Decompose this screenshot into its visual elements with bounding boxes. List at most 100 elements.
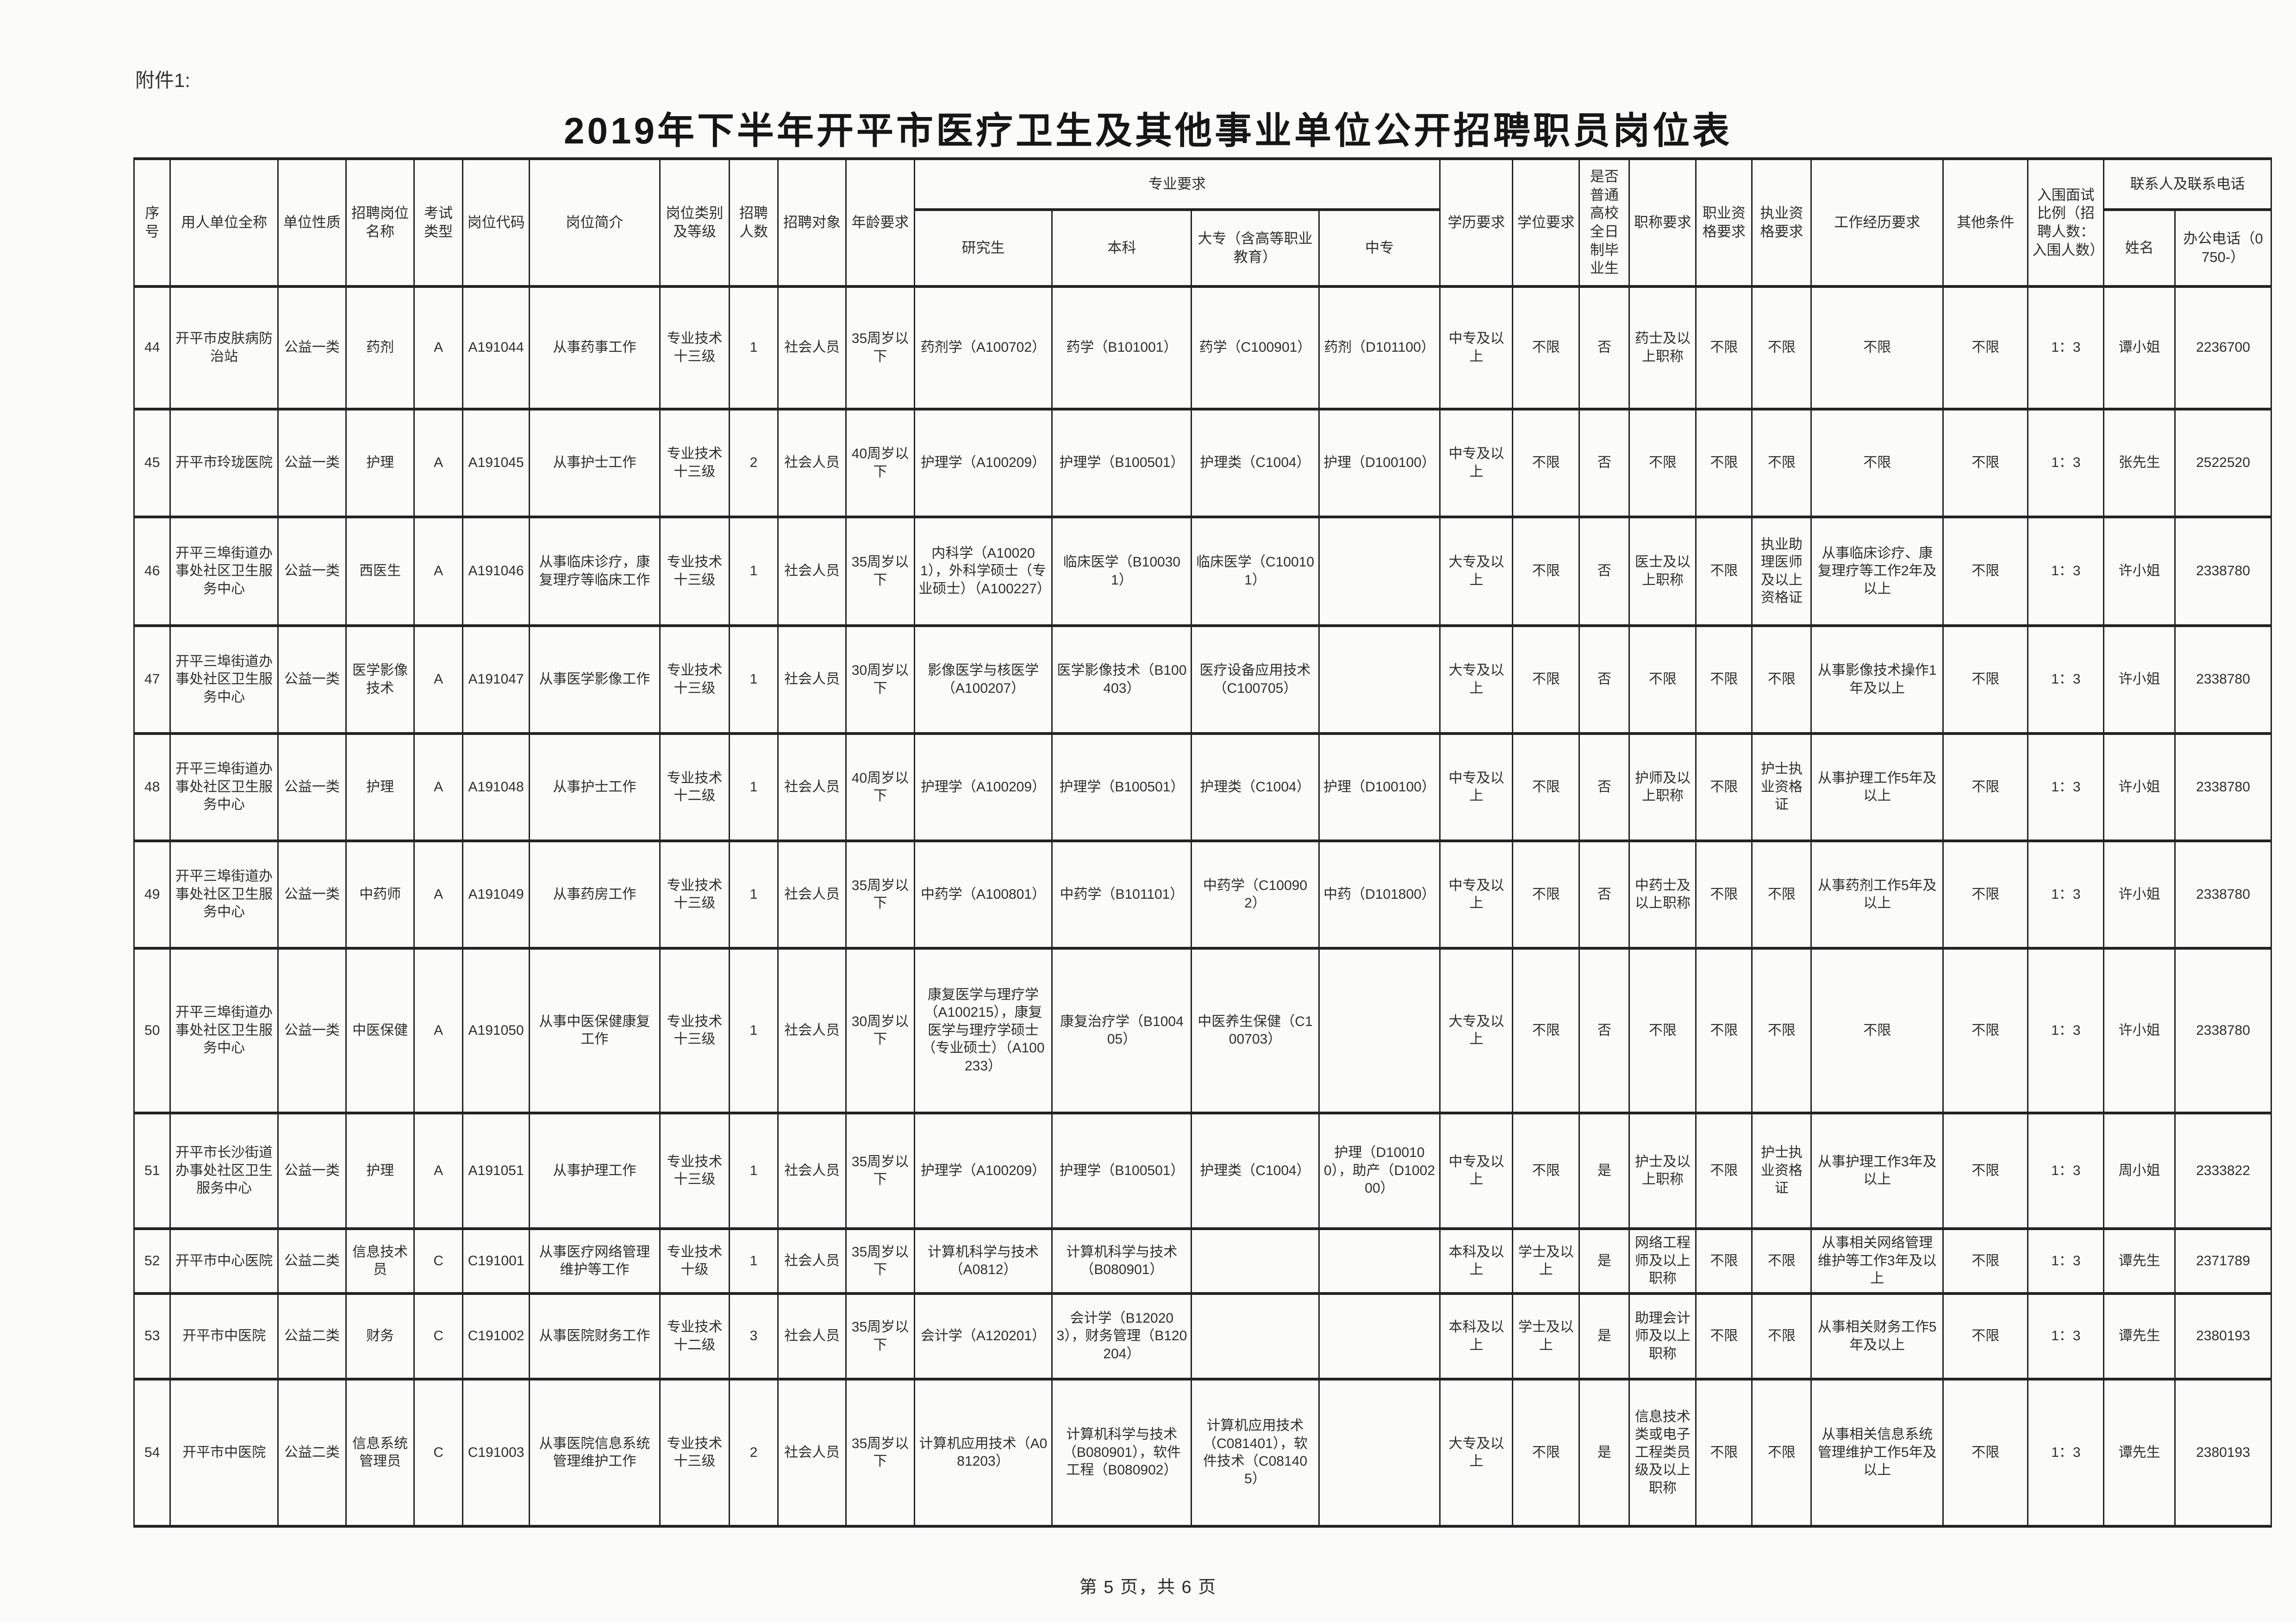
- cell-contact_name: 许小姐: [2103, 839, 2176, 950]
- cell-contact_phone: 2338780: [2174, 624, 2272, 735]
- cell-category_level: 专业技术十三级: [659, 839, 730, 950]
- cell-headcount: 1: [729, 1112, 779, 1230]
- cell-experience: 从事药剂工作5年及以上: [1810, 839, 1944, 950]
- cell-major_secondary: 护理（D100100），助产（D100200）: [1318, 1112, 1441, 1230]
- cell-major_bachelor: 计算机科学与技术（B080901），软件工程（B080902）: [1051, 1378, 1192, 1528]
- cell-position_code: A191048: [462, 732, 530, 842]
- cell-target: 社会人员: [777, 1292, 847, 1380]
- cell-position_name: 信息技术员: [345, 1227, 415, 1295]
- cell-education: 中专及以上: [1439, 732, 1514, 842]
- cell-position_name: 护理: [345, 408, 415, 518]
- cell-degree: 不限: [1512, 408, 1580, 518]
- cell-major_bachelor: 中药学（B101101）: [1051, 839, 1192, 950]
- cell-major_secondary: 护理（D100100）: [1318, 408, 1441, 518]
- col-header-title-req: 职称要求: [1628, 157, 1697, 288]
- table-row: 47 开平三埠街道办事处社区卫生服务中心 公益一类 医学影像技术 A A191047 从事医…: [133, 624, 2272, 735]
- cell-age: 30周岁以下: [845, 624, 915, 735]
- cell-title_req: 医士及以上职称: [1628, 516, 1697, 627]
- cell-category_level: 专业技术十三级: [659, 285, 730, 410]
- recruitment-positions-table: 序号 用人单位全称 单位性质 招聘岗位名称 考试类型 岗位代码 岗位简介 岗位类…: [133, 157, 2272, 1528]
- cell-employer: 开平三埠街道办事处社区卫生服务中心: [169, 947, 279, 1114]
- col-header-position-code: 岗位代码: [462, 157, 530, 288]
- cell-major_bachelor: 药学（B101001）: [1051, 285, 1192, 410]
- cell-vocational_req: 不限: [1695, 947, 1753, 1114]
- cell-major_college: 护理类（C1004）: [1191, 732, 1320, 842]
- col-header-education: 学历要求: [1439, 157, 1514, 288]
- cell-other: 不限: [1942, 1112, 2029, 1230]
- cell-degree: 不限: [1512, 624, 1580, 735]
- cell-category_level: 专业技术十三级: [659, 408, 730, 518]
- cell-experience: 从事相关网络管理维护等工作3年及以上: [1810, 1227, 1944, 1295]
- cell-major_secondary: 药剂（D101100）: [1318, 285, 1441, 410]
- cell-other: 不限: [1942, 285, 2029, 410]
- cell-other: 不限: [1942, 1292, 2029, 1380]
- cell-headcount: 1: [729, 947, 779, 1114]
- cell-education: 本科及以上: [1439, 1227, 1514, 1295]
- cell-position_intro: 从事药房工作: [529, 839, 661, 950]
- cell-position_code: A191049: [462, 839, 530, 950]
- cell-index: 51: [133, 1112, 171, 1230]
- cell-experience: 从事临床诊疗、康复理疗等工作2年及以上: [1810, 516, 1944, 627]
- cell-ratio: 1：3: [2027, 1378, 2105, 1528]
- col-header-category-level: 岗位类别及等级: [659, 157, 730, 288]
- cell-major_secondary: [1318, 624, 1441, 735]
- cell-practice_req: 不限: [1751, 839, 1812, 950]
- cell-position_name: 护理: [345, 1112, 415, 1230]
- cell-fulltime: 是: [1578, 1112, 1630, 1230]
- cell-major_college: [1191, 1227, 1320, 1295]
- cell-position_name: 信息系统管理员: [345, 1378, 415, 1528]
- cell-position_name: 财务: [345, 1292, 415, 1380]
- cell-age: 40周岁以下: [845, 732, 915, 842]
- cell-major_postgrad: 会计学（A120201）: [913, 1292, 1053, 1380]
- cell-vocational_req: 不限: [1695, 1112, 1753, 1230]
- cell-contact_name: 许小姐: [2103, 947, 2176, 1114]
- cell-unit_type: 公益二类: [277, 1292, 347, 1380]
- cell-position_intro: 从事医院信息系统管理维护工作: [529, 1378, 661, 1528]
- cell-position_code: A191046: [462, 516, 530, 627]
- cell-other: 不限: [1942, 1227, 2029, 1295]
- col-header-major-secondary: 中专: [1318, 208, 1441, 288]
- cell-index: 48: [133, 732, 171, 842]
- col-header-target: 招聘对象: [777, 157, 847, 288]
- table-row: 50 开平三埠街道办事处社区卫生服务中心 公益一类 中医保健 A A191050 从事中医保…: [133, 947, 2272, 1114]
- cell-headcount: 1: [729, 285, 779, 410]
- cell-age: 35周岁以下: [845, 1227, 915, 1295]
- cell-headcount: 1: [729, 624, 779, 735]
- cell-age: 40周岁以下: [845, 408, 915, 518]
- cell-vocational_req: 不限: [1695, 839, 1753, 950]
- cell-unit_type: 公益二类: [277, 1378, 347, 1528]
- cell-other: 不限: [1942, 1378, 2029, 1528]
- cell-unit_type: 公益一类: [277, 947, 347, 1114]
- cell-contact_name: 谭先生: [2103, 1378, 2176, 1528]
- cell-fulltime: 否: [1578, 947, 1630, 1114]
- cell-position_code: C191001: [462, 1227, 530, 1295]
- col-header-contact-name: 姓名: [2103, 208, 2176, 288]
- cell-fulltime: 是: [1578, 1378, 1630, 1528]
- cell-major_postgrad: 护理学（A100209）: [913, 1112, 1053, 1230]
- cell-title_req: 不限: [1628, 624, 1697, 735]
- cell-experience: 从事护理工作5年及以上: [1810, 732, 1944, 842]
- cell-contact_phone: 2371789: [2174, 1227, 2272, 1295]
- cell-employer: 开平市中医院: [169, 1378, 279, 1528]
- cell-position_code: A191045: [462, 408, 530, 518]
- cell-unit_type: 公益二类: [277, 1227, 347, 1295]
- cell-practice_req: 不限: [1751, 1292, 1812, 1380]
- cell-ratio: 1：3: [2027, 1227, 2105, 1295]
- cell-major_college: 中医养生保健（C100703）: [1191, 947, 1320, 1114]
- cell-major_postgrad: 护理学（A100209）: [913, 732, 1053, 842]
- cell-age: 35周岁以下: [845, 1112, 915, 1230]
- cell-contact_phone: 2236700: [2174, 285, 2272, 410]
- cell-fulltime: 否: [1578, 516, 1630, 627]
- cell-major_postgrad: 康复医学与理疗学（A100215），康复医学与理疗学硕士（专业硕士）（A1002…: [913, 947, 1053, 1114]
- cell-ratio: 1：3: [2027, 839, 2105, 950]
- cell-major_secondary: [1318, 947, 1441, 1114]
- cell-practice_req: 不限: [1751, 947, 1812, 1114]
- cell-other: 不限: [1942, 947, 2029, 1114]
- cell-vocational_req: 不限: [1695, 1227, 1753, 1295]
- cell-index: 46: [133, 516, 171, 627]
- col-header-age: 年龄要求: [845, 157, 915, 288]
- cell-headcount: 1: [729, 1227, 779, 1295]
- cell-experience: 从事护理工作3年及以上: [1810, 1112, 1944, 1230]
- cell-position_code: A191047: [462, 624, 530, 735]
- cell-vocational_req: 不限: [1695, 624, 1753, 735]
